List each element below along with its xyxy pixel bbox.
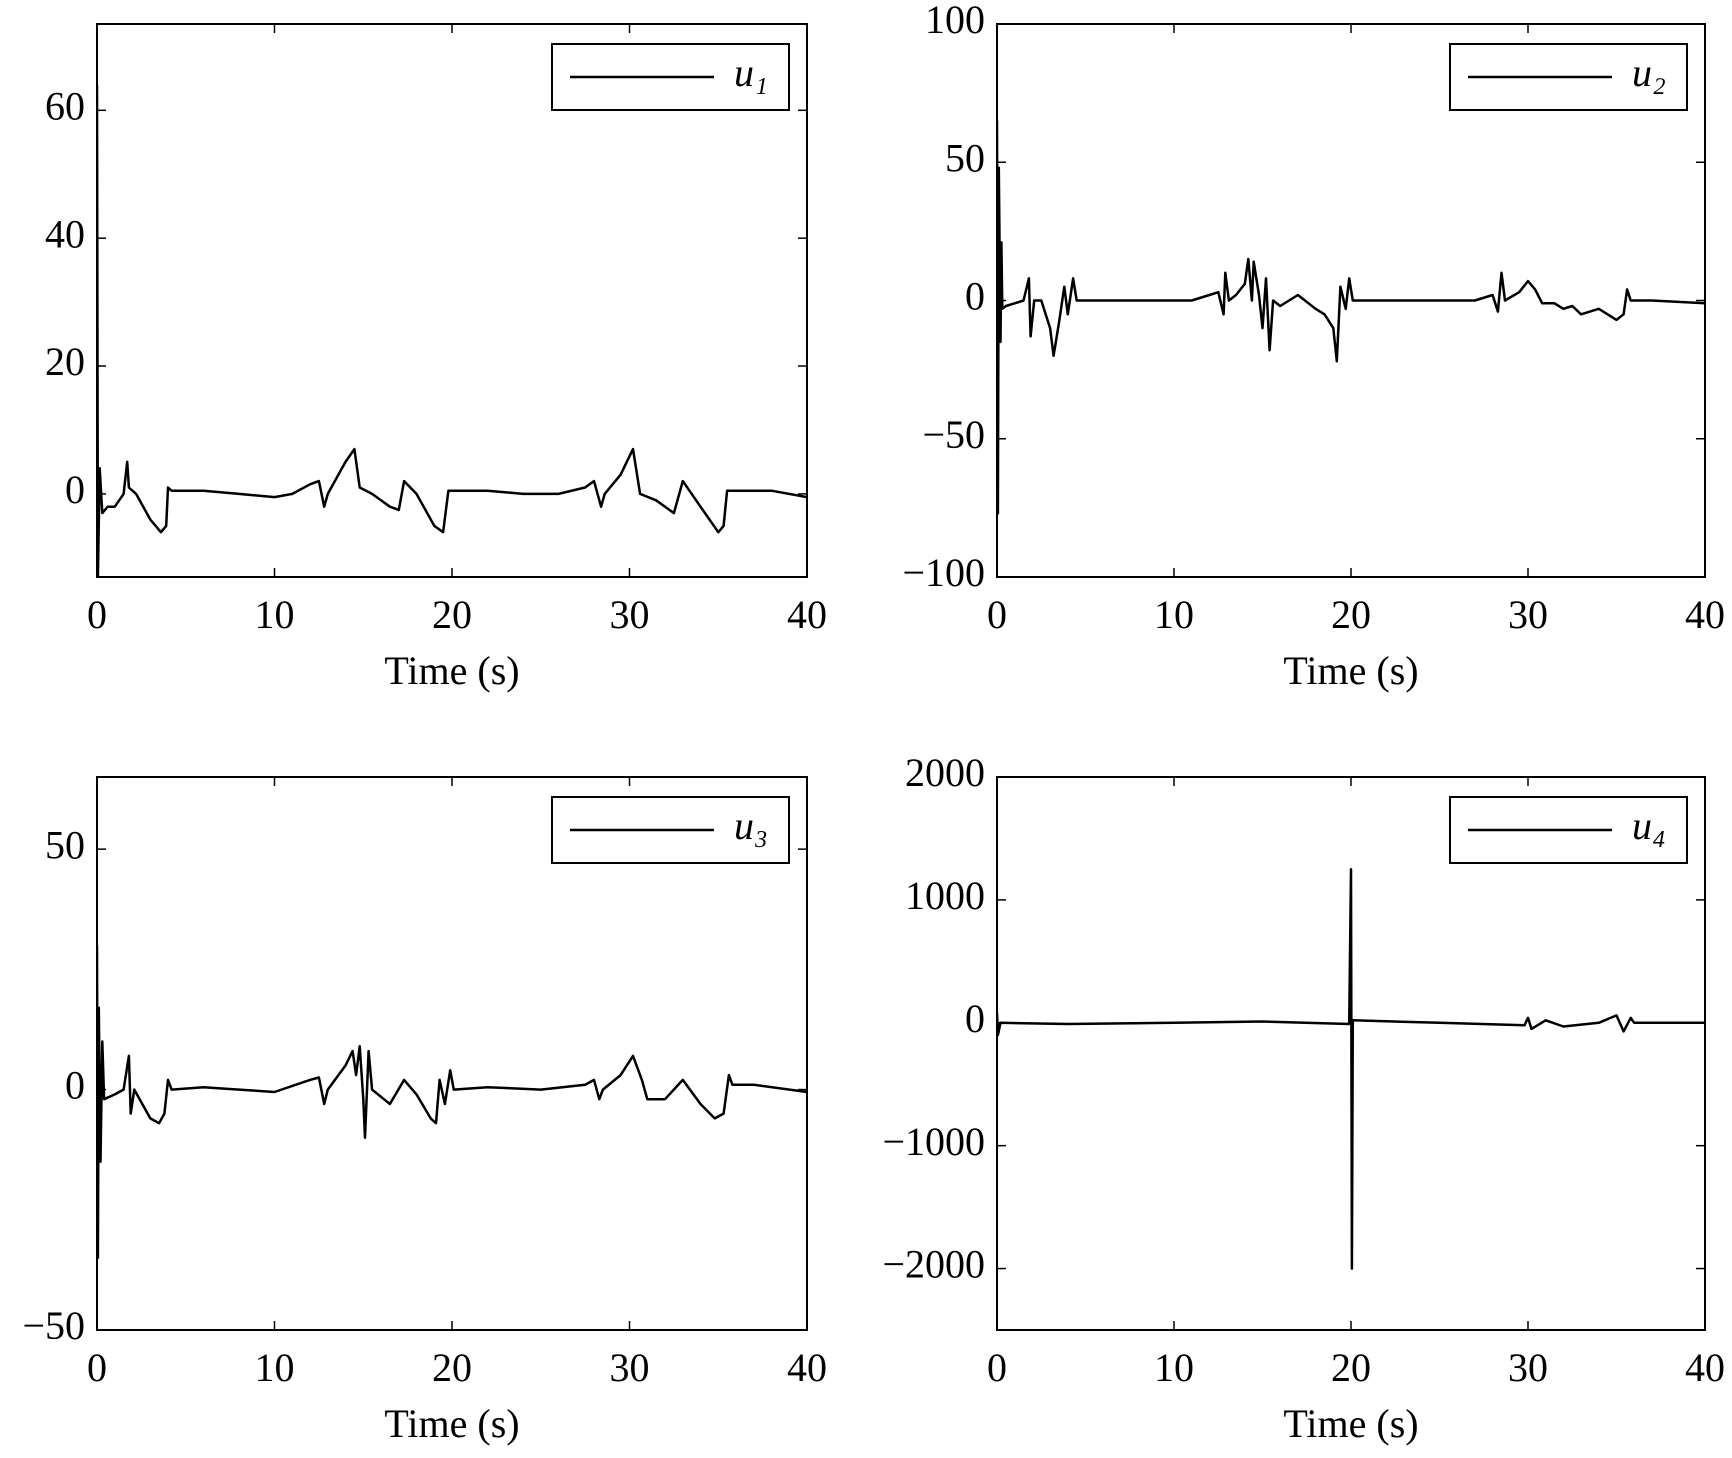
legend-label: u₄ — [1632, 803, 1666, 848]
x-axis-label: Time (s) — [384, 1401, 519, 1446]
data-line — [97, 84, 807, 577]
x-tick-label: 40 — [1685, 1345, 1725, 1390]
y-tick-label: 40 — [45, 211, 85, 256]
y-tick-label: −100 — [902, 550, 985, 595]
x-tick-label: 30 — [610, 592, 650, 637]
y-tick-label: 50 — [945, 135, 985, 180]
plot-area — [997, 120, 1705, 515]
x-axis-label: Time (s) — [384, 648, 519, 693]
x-tick-label: 20 — [432, 1345, 472, 1390]
legend-label: u₂ — [1632, 50, 1666, 95]
y-tick-label: 1000 — [905, 873, 985, 918]
x-tick-label: 0 — [987, 592, 1007, 637]
y-tick-label: 60 — [45, 83, 85, 128]
y-tick-label: 50 — [45, 822, 85, 867]
legend: u₃ — [551, 796, 790, 864]
legend-label: u₃ — [734, 803, 768, 848]
plot-area — [997, 867, 1705, 1270]
x-tick-label: 10 — [1154, 592, 1194, 637]
y-tick-label: 0 — [65, 467, 85, 512]
x-tick-label: 40 — [1685, 592, 1725, 637]
legend: u₄ — [1449, 796, 1688, 864]
data-line — [97, 945, 807, 1260]
subplot: 0 10 20 30 40 −2000 −1000 0 1000 2000 Time (s) u₄ — [882, 750, 1725, 1446]
x-tick-label: 30 — [1508, 1345, 1548, 1390]
x-tick-label: 30 — [1508, 592, 1548, 637]
y-tick-label: 0 — [965, 996, 985, 1041]
y-tick-label: −50 — [22, 1303, 85, 1348]
legend: u₁ — [551, 43, 790, 111]
x-tick-label: 0 — [987, 1345, 1007, 1390]
y-tick-label: 0 — [965, 274, 985, 319]
subplot: 0 10 20 30 40 0 20 40 60 Time (s) u₁ — [45, 23, 827, 693]
x-tick-label: 0 — [87, 1345, 107, 1390]
x-tick-label: 20 — [1331, 1345, 1371, 1390]
x-tick-label: 40 — [787, 1345, 827, 1390]
data-line — [997, 867, 1705, 1270]
data-line — [997, 120, 1705, 515]
legend-label: u₁ — [734, 50, 768, 95]
x-tick-label: 30 — [610, 1345, 650, 1390]
y-tick-label: −2000 — [882, 1242, 985, 1287]
x-tick-label: 20 — [432, 592, 472, 637]
x-axis-label: Time (s) — [1283, 648, 1418, 693]
x-tick-label: 40 — [787, 592, 827, 637]
x-tick-label: 10 — [255, 1345, 295, 1390]
y-tick-label: 0 — [65, 1063, 85, 1108]
x-tick-label: 10 — [1154, 1345, 1194, 1390]
plot-area — [97, 84, 807, 577]
y-tick-label: −1000 — [882, 1119, 985, 1164]
y-tick-label: 20 — [45, 339, 85, 384]
x-tick-label: 20 — [1331, 592, 1371, 637]
y-tick-label: −50 — [922, 412, 985, 457]
plot-area — [97, 945, 807, 1260]
y-tick-label: 100 — [925, 0, 985, 42]
subplot: 0 10 20 30 40 −100 −50 0 50 100 Time (s) u₂ — [902, 0, 1725, 693]
x-tick-label: 10 — [255, 592, 295, 637]
y-tick-label: 2000 — [905, 750, 985, 795]
x-tick-label: 0 — [87, 592, 107, 637]
legend: u₂ — [1449, 43, 1688, 111]
x-axis-label: Time (s) — [1283, 1401, 1418, 1446]
